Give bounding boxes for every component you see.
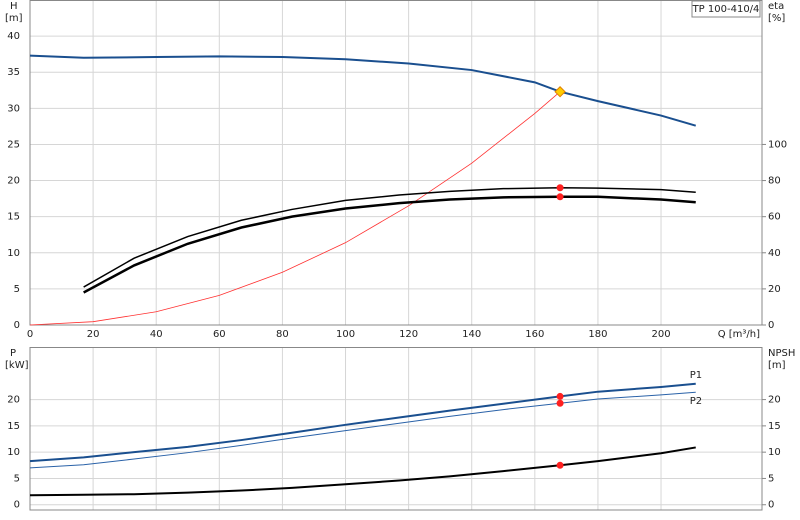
plot-frame xyxy=(29,0,763,326)
y-tick-label: 15 xyxy=(7,421,20,432)
y-tick-label: 5 xyxy=(14,473,20,484)
series-label: P2 xyxy=(690,396,702,407)
operating-point xyxy=(556,184,564,192)
y2-axis-unit: [%] xyxy=(768,13,785,24)
x-tick-label: 140 xyxy=(462,329,481,340)
x-tick-label: 0 xyxy=(27,329,33,340)
y-tick-label: 20 xyxy=(7,176,20,187)
x-tick-label: 160 xyxy=(525,329,544,340)
curve xyxy=(29,91,561,326)
y2-tick-label: 40 xyxy=(768,248,781,259)
operating-point xyxy=(554,86,566,98)
y2-axis-unit: [m] xyxy=(768,360,786,371)
y-tick-label: 5 xyxy=(14,284,20,295)
y2-tick-label: 80 xyxy=(768,176,781,187)
x-tick-label: 200 xyxy=(651,329,670,340)
y2-tick-label: 5 xyxy=(768,473,774,484)
y2-axis-label: NPSH xyxy=(768,348,795,359)
operating-point xyxy=(556,399,564,407)
curve xyxy=(29,54,697,127)
legend-box xyxy=(691,0,761,18)
x-tick-label: 120 xyxy=(399,329,418,340)
y2-tick-label: 20 xyxy=(768,284,781,295)
x-axis-label: Q [m³/h] xyxy=(718,329,760,340)
y-tick-label: 40 xyxy=(7,31,20,42)
x-tick-label: 20 xyxy=(87,329,100,340)
y2-tick-label: 0 xyxy=(768,320,774,331)
series-label: P1 xyxy=(690,370,702,381)
y-tick-label: 0 xyxy=(14,500,20,511)
y2-tick-label: 15 xyxy=(768,421,781,432)
y-axis-unit: [m] xyxy=(5,13,23,24)
y-axis-label: H xyxy=(10,1,18,12)
curve xyxy=(29,382,696,463)
y-axis-label: P xyxy=(10,348,16,359)
y-tick-label: 20 xyxy=(7,395,20,406)
y-tick-label: 25 xyxy=(7,139,20,150)
y2-tick-label: 0 xyxy=(768,500,774,511)
y2-tick-label: 10 xyxy=(768,447,781,458)
y2-tick-label: 100 xyxy=(768,139,787,150)
y-tick-label: 10 xyxy=(7,447,20,458)
y2-axis-label: eta xyxy=(768,1,784,12)
y-tick-label: 35 xyxy=(7,67,20,78)
plot-frame xyxy=(29,347,763,511)
curve xyxy=(29,446,696,497)
legend-title: TP 100-410/4 xyxy=(692,4,760,15)
curve xyxy=(29,391,696,469)
x-tick-label: 80 xyxy=(276,329,289,340)
operating-point xyxy=(556,392,564,400)
y-tick-label: 10 xyxy=(7,248,20,259)
curve xyxy=(83,195,696,294)
x-tick-label: 40 xyxy=(150,329,163,340)
y-axis-unit: [kW] xyxy=(5,360,29,371)
y-tick-label: 30 xyxy=(7,103,20,114)
operating-point xyxy=(556,461,564,469)
curve xyxy=(83,187,696,288)
x-tick-label: 180 xyxy=(588,329,607,340)
y2-tick-label: 60 xyxy=(768,212,781,223)
x-tick-label: 100 xyxy=(336,329,355,340)
y-tick-label: 0 xyxy=(14,320,20,331)
x-tick-label: 60 xyxy=(213,329,226,340)
y-tick-label: 15 xyxy=(7,212,20,223)
operating-point xyxy=(556,193,564,201)
y2-tick-label: 20 xyxy=(768,395,781,406)
